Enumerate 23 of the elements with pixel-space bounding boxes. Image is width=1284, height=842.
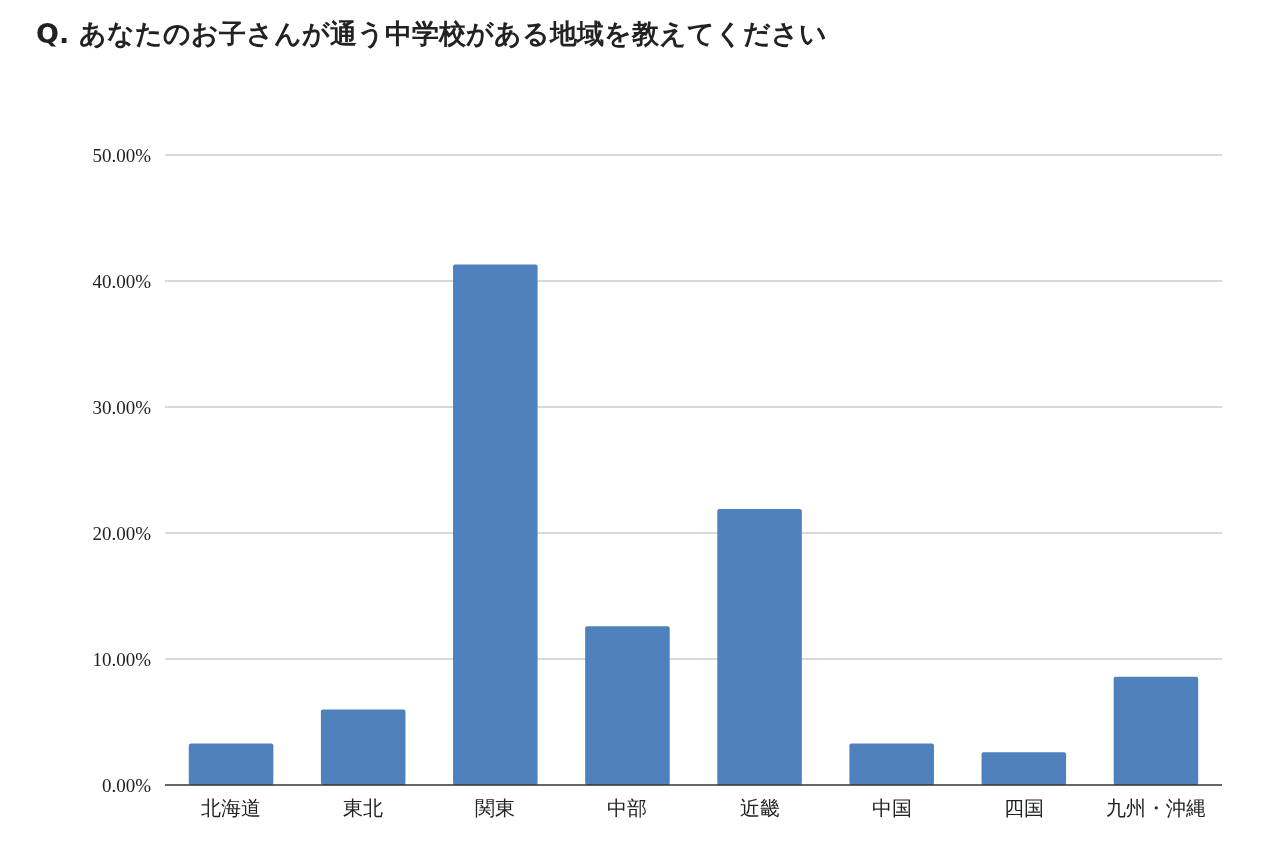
bar (717, 509, 802, 785)
x-tick-label: 九州・沖縄 (1105, 796, 1206, 820)
y-tick-label: 10.00% (92, 648, 152, 670)
bar (188, 743, 274, 785)
bar (453, 264, 538, 785)
y-tick-label: 40.00% (92, 270, 152, 292)
y-tick-label: 30.00% (92, 396, 152, 418)
x-tick-label: 関東 (475, 796, 516, 820)
x-tick-label: 中国 (871, 796, 912, 820)
x-tick-label: 近畿 (739, 796, 780, 820)
x-tick-label: 中部 (607, 796, 648, 820)
x-tick-label: 四国 (1003, 796, 1044, 820)
y-tick-label: 50.00% (92, 144, 152, 166)
chart-title: Q. あなたのお子さんが通う中学校がある地域を教えてください (36, 18, 827, 49)
bar (849, 743, 934, 785)
bar (981, 752, 1067, 785)
y-tick-label: 0.00% (101, 774, 152, 796)
x-tick-label: 北海道 (201, 796, 262, 820)
bar (585, 626, 670, 785)
x-tick-label: 東北 (343, 796, 384, 820)
y-tick-label: 20.00% (92, 522, 152, 544)
bar (320, 709, 406, 785)
bar (1113, 676, 1199, 785)
